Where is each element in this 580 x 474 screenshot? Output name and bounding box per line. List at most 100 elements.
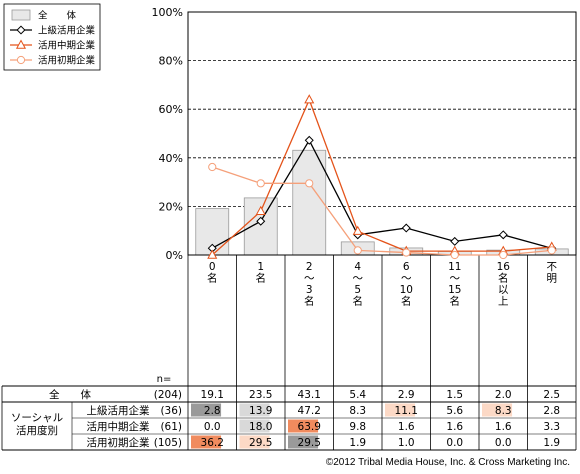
category-label: 4 bbox=[354, 261, 361, 273]
cell-value: 9.8 bbox=[349, 421, 366, 433]
category-label: 名 bbox=[401, 295, 412, 308]
category-label: 名 bbox=[256, 272, 267, 285]
data-point bbox=[207, 249, 218, 259]
category-label: 15 bbox=[448, 284, 461, 296]
category-label: 11 bbox=[448, 261, 461, 273]
legend-marker bbox=[16, 55, 26, 65]
row-label: 活用初期企業 bbox=[87, 436, 150, 449]
y-tick-label: 80% bbox=[159, 55, 183, 68]
data-point bbox=[352, 225, 363, 235]
row-n: (36) bbox=[160, 405, 182, 417]
cell-value: 47.2 bbox=[298, 405, 321, 417]
category-label: 〜 bbox=[450, 273, 461, 285]
category-label: 不 bbox=[547, 261, 558, 273]
y-tick-label: 100% bbox=[152, 6, 183, 19]
cell-value: 1.6 bbox=[446, 421, 463, 433]
cell-highlight bbox=[191, 435, 222, 449]
cell-value: 2.8 bbox=[543, 405, 560, 417]
series-line bbox=[211, 138, 552, 249]
data-point bbox=[498, 230, 508, 240]
bar bbox=[292, 149, 327, 256]
category-label: 名 bbox=[450, 295, 461, 308]
category-label: 〜 bbox=[401, 273, 412, 285]
cell-value: 5.6 bbox=[446, 405, 463, 417]
cell-value: 1.9 bbox=[543, 437, 560, 449]
cell-value: 8.3 bbox=[349, 405, 366, 417]
cell-value: 11.1 bbox=[395, 405, 418, 417]
data-point bbox=[547, 246, 556, 255]
data-point bbox=[304, 94, 315, 104]
cell-highlight bbox=[482, 403, 513, 417]
y-tick-label: 40% bbox=[159, 152, 183, 165]
legend-marker bbox=[15, 39, 27, 49]
data-point bbox=[499, 250, 508, 260]
cell-highlight bbox=[385, 403, 416, 417]
cell-value: 36.2 bbox=[201, 437, 224, 449]
series-line bbox=[212, 166, 552, 256]
cell-value: 2.5 bbox=[543, 389, 560, 401]
category-label: 〜 bbox=[353, 273, 364, 285]
legend-label: 全 体 bbox=[38, 10, 77, 22]
legend-swatch bbox=[11, 9, 31, 21]
data-point bbox=[256, 179, 265, 188]
group-label: 活用度別 bbox=[16, 424, 58, 437]
cell-highlight bbox=[191, 403, 222, 417]
cell-value: 2.0 bbox=[495, 389, 512, 401]
category-label: 1 bbox=[257, 261, 264, 273]
cell-value: 0.0 bbox=[495, 437, 512, 449]
row-n: (204) bbox=[154, 389, 182, 401]
category-label: 6 bbox=[403, 261, 410, 273]
category-label: 名 bbox=[304, 295, 315, 308]
cell-value: 2.8 bbox=[204, 405, 221, 417]
row-label: 全 体 bbox=[49, 388, 91, 401]
cell-value: 1.9 bbox=[349, 437, 366, 449]
cell-value: 1.5 bbox=[446, 389, 463, 401]
cell-value: 13.9 bbox=[249, 405, 272, 417]
legend-label: 活用初期企業 bbox=[38, 55, 96, 67]
cell-highlight bbox=[239, 403, 270, 417]
row-label: 活用中期企業 bbox=[87, 420, 150, 433]
cell-value: 1.0 bbox=[398, 437, 415, 449]
legend-label: 上級活用企業 bbox=[38, 25, 96, 37]
category-label: 上 bbox=[498, 296, 509, 308]
cell-value: 0.0 bbox=[446, 437, 463, 449]
data-point bbox=[450, 236, 460, 246]
data-point bbox=[402, 248, 411, 257]
category-label: 0 bbox=[209, 261, 216, 273]
legend-marker bbox=[16, 25, 26, 35]
category-label: 10 bbox=[400, 284, 413, 296]
category-label: 以 bbox=[498, 284, 509, 296]
category-label: 2 bbox=[306, 261, 313, 273]
category-label: 名 bbox=[353, 295, 364, 308]
cell-value: 29.5 bbox=[298, 437, 321, 449]
copyright-text: ©2012 Tribal Media House, Inc. & Cross M… bbox=[325, 457, 570, 468]
category-label: 3 bbox=[306, 284, 313, 296]
category-label: 明 bbox=[547, 273, 558, 285]
series-line bbox=[211, 97, 552, 256]
data-point bbox=[208, 162, 217, 172]
row-n: (105) bbox=[154, 437, 182, 449]
cell-value: 3.3 bbox=[543, 421, 560, 433]
cell-highlight bbox=[239, 419, 270, 433]
cell-highlight bbox=[239, 435, 270, 449]
row-n: (61) bbox=[160, 421, 182, 433]
cell-value: 63.9 bbox=[298, 421, 321, 433]
row-label: 上級活用企業 bbox=[87, 404, 150, 417]
cell-value: 19.1 bbox=[201, 389, 224, 401]
legend-label: 活用中期企業 bbox=[38, 40, 96, 52]
cell-value: 29.5 bbox=[249, 437, 272, 449]
y-tick-label: 20% bbox=[159, 200, 183, 213]
cell-value: 43.1 bbox=[298, 389, 321, 401]
cell-value: 5.4 bbox=[349, 389, 366, 401]
category-label: 名 bbox=[498, 272, 509, 285]
data-point bbox=[256, 216, 266, 226]
category-label: 5 bbox=[354, 284, 361, 296]
y-tick-label: 0% bbox=[166, 249, 183, 262]
cell-value: 1.6 bbox=[495, 421, 512, 433]
category-label: 〜 bbox=[304, 273, 315, 285]
cell-highlight bbox=[288, 435, 319, 449]
n-label: n= bbox=[157, 374, 172, 385]
category-label: 16 bbox=[497, 261, 511, 273]
cell-highlight bbox=[288, 419, 319, 433]
